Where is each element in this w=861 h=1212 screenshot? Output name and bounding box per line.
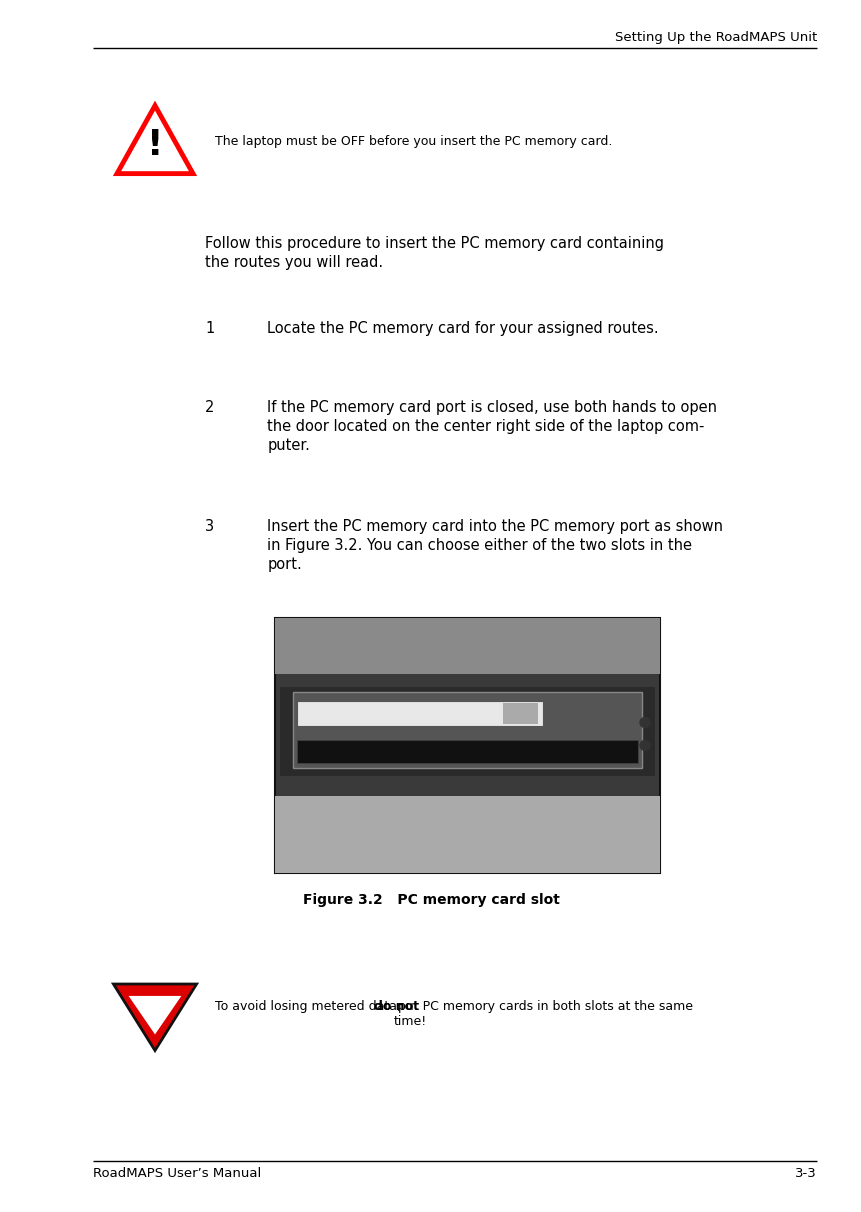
Circle shape xyxy=(639,718,649,727)
Text: Locate the PC memory card for your assigned routes.: Locate the PC memory card for your assig… xyxy=(267,321,658,336)
FancyBboxPatch shape xyxy=(502,703,537,725)
FancyBboxPatch shape xyxy=(280,687,654,776)
Text: the routes you will read.: the routes you will read. xyxy=(205,256,383,270)
Text: do not: do not xyxy=(374,1000,418,1013)
Text: 2: 2 xyxy=(205,400,214,415)
Text: 1: 1 xyxy=(205,321,214,336)
Text: the door located on the center right side of the laptop com-: the door located on the center right sid… xyxy=(267,419,703,434)
Text: Figure 3.2   PC memory card slot: Figure 3.2 PC memory card slot xyxy=(302,893,559,907)
Text: RoadMAPS User’s Manual: RoadMAPS User’s Manual xyxy=(93,1167,261,1180)
Text: Follow this procedure to insert the PC memory card containing: Follow this procedure to insert the PC m… xyxy=(205,236,663,251)
Text: in Figure 3.2. You can choose either of the two slots in the: in Figure 3.2. You can choose either of … xyxy=(267,538,691,553)
Text: Setting Up the RoadMAPS Unit: Setting Up the RoadMAPS Unit xyxy=(614,32,816,45)
Circle shape xyxy=(639,741,649,750)
Text: puter.: puter. xyxy=(267,438,310,453)
Text: 3: 3 xyxy=(205,519,214,533)
Text: !: ! xyxy=(146,128,163,162)
Polygon shape xyxy=(114,984,196,1051)
Text: 3-3: 3-3 xyxy=(795,1167,816,1180)
FancyBboxPatch shape xyxy=(275,618,660,674)
Text: port.: port. xyxy=(267,556,301,572)
Text: put PC memory cards in both slots at the same
time!: put PC memory cards in both slots at the… xyxy=(393,1000,692,1028)
Polygon shape xyxy=(128,996,181,1034)
FancyBboxPatch shape xyxy=(297,741,637,764)
Text: To avoid losing metered data,: To avoid losing metered data, xyxy=(215,1000,405,1013)
Text: Insert the PC memory card into the PC memory port as shown: Insert the PC memory card into the PC me… xyxy=(267,519,722,533)
Text: The laptop must be OFF before you insert the PC memory card.: The laptop must be OFF before you insert… xyxy=(215,135,612,148)
Text: If the PC memory card port is closed, use both hands to open: If the PC memory card port is closed, us… xyxy=(267,400,716,415)
FancyBboxPatch shape xyxy=(275,618,660,873)
FancyBboxPatch shape xyxy=(293,692,641,768)
FancyBboxPatch shape xyxy=(297,701,542,726)
FancyBboxPatch shape xyxy=(275,796,660,873)
Polygon shape xyxy=(117,105,193,173)
